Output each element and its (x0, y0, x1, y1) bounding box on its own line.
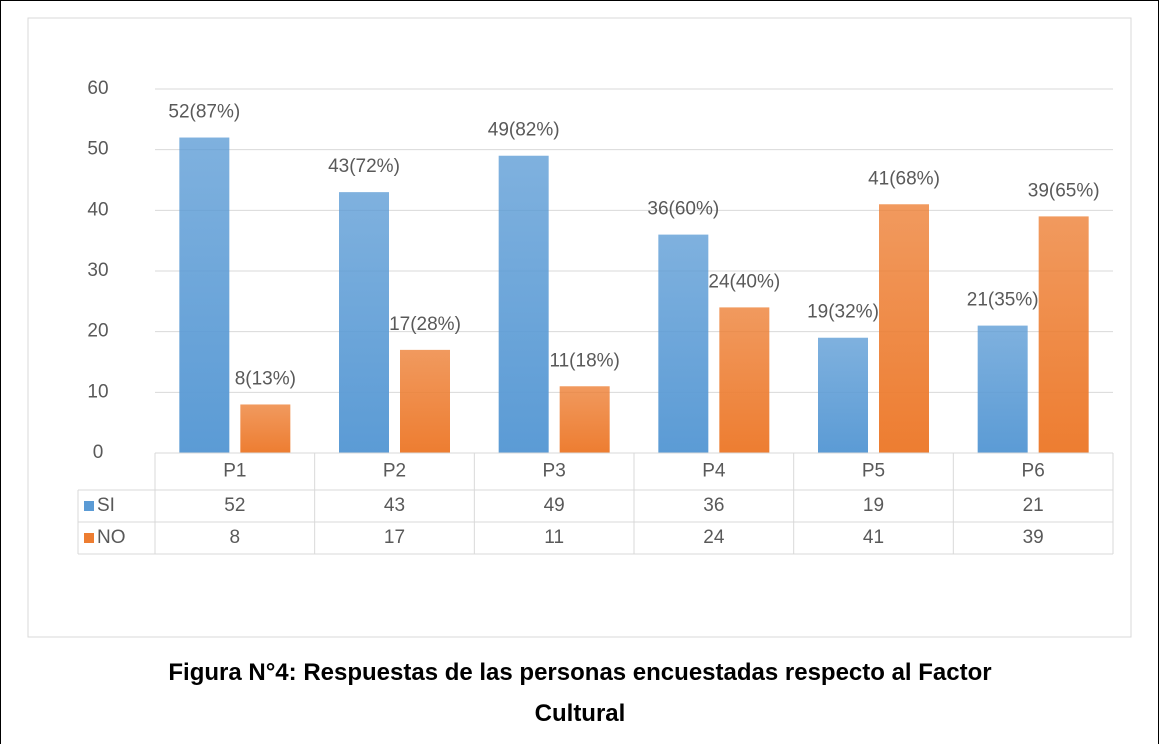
data-label: 11(18%) (549, 350, 619, 371)
data-label: 52(87%) (168, 102, 240, 123)
bar (179, 137, 230, 454)
table-cell: 17 (384, 527, 405, 548)
data-label: 41(68%) (868, 168, 940, 189)
legend-swatch (84, 533, 94, 543)
data-label: 36(60%) (647, 199, 719, 220)
y-tick-label: 60 (87, 78, 108, 99)
table-cell: 52 (224, 495, 245, 516)
table-cell: 21 (1023, 495, 1044, 516)
table-cell: 36 (703, 495, 724, 516)
bar (719, 307, 770, 453)
bar (977, 325, 1028, 453)
table-cell: 49 (544, 495, 565, 516)
data-label: 19(32%) (807, 302, 879, 323)
legend-swatch (84, 501, 94, 511)
x-tick-label: P5 (862, 461, 885, 482)
table-cell: 43 (384, 495, 405, 516)
y-tick-label: 30 (87, 260, 108, 281)
chart-title: Figura N°4: Respuestas de las personas e… (168, 659, 992, 727)
data-label: 24(40%) (708, 271, 780, 292)
x-tick-label: P3 (543, 461, 566, 482)
bar (400, 349, 450, 453)
y-tick-label: 10 (87, 381, 108, 402)
table-cell: 41 (863, 527, 884, 548)
data-label: 21(35%) (967, 290, 1039, 311)
bar (339, 192, 389, 453)
y-tick-label: 0 (93, 442, 104, 463)
bar (658, 234, 709, 453)
table-cell: 19 (863, 495, 884, 516)
bar (1038, 216, 1089, 453)
table-cell: 11 (544, 527, 564, 548)
x-tick-label: P2 (383, 461, 406, 482)
legend-label: NO (97, 527, 126, 548)
table-cell: 24 (703, 527, 725, 548)
bar (818, 337, 868, 453)
data-label: 8(13%) (235, 368, 296, 389)
bar (498, 155, 549, 453)
y-tick-label: 40 (87, 199, 108, 220)
table-cell: 39 (1023, 527, 1044, 548)
bar (879, 204, 929, 453)
bar (240, 404, 291, 453)
legend-label: SI (97, 495, 115, 516)
y-tick-label: 20 (87, 321, 108, 342)
y-tick-label: 50 (87, 139, 108, 160)
data-label: 17(28%) (389, 314, 461, 335)
x-tick-label: P6 (1022, 461, 1045, 482)
table-cell: 8 (230, 527, 241, 548)
data-label: 43(72%) (328, 156, 400, 177)
data-label: 49(82%) (488, 120, 560, 141)
x-tick-label: P4 (702, 461, 726, 482)
data-label: 39(65%) (1028, 180, 1100, 201)
bar (559, 386, 610, 453)
x-tick-label: P1 (223, 461, 246, 482)
